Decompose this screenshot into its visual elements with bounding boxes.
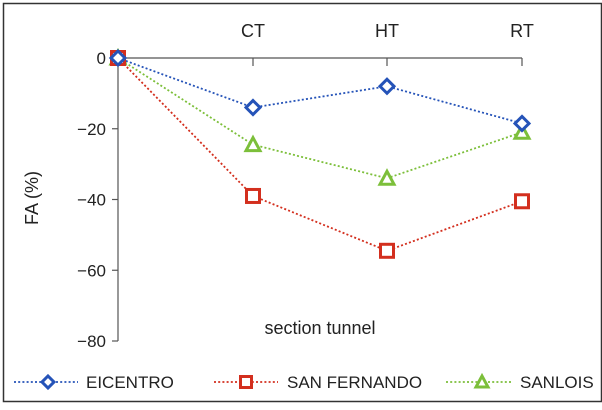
data-point-square: [514, 193, 530, 210]
y-tick-label: 0: [97, 49, 106, 68]
y-tick-label: −40: [77, 191, 106, 210]
data-point-square: [245, 187, 261, 204]
data-point-diamond: [377, 77, 397, 96]
y-axis-label: FA (%): [22, 171, 42, 225]
series-line: [117, 57, 523, 252]
data-point-diamond: [512, 114, 532, 133]
series-line: [117, 57, 523, 125]
legend-label: SANLOIS: [520, 373, 594, 392]
legend: EICENTRO SAN FERNANDO SANLOIS: [14, 372, 594, 392]
y-tick-label: −60: [77, 261, 106, 280]
x-tick-label: HT: [375, 21, 399, 41]
data-point-square: [239, 375, 253, 389]
chart-border: [2, 2, 602, 403]
y-tick-label: −20: [77, 120, 106, 139]
data-point-triangle: [473, 372, 491, 389]
x-axis-label: section tunnel: [264, 318, 375, 338]
x-tick-label: RT: [510, 21, 534, 41]
data-point-triangle: [243, 134, 263, 153]
data-point-triangle: [377, 168, 397, 186]
data-point-diamond: [243, 98, 263, 117]
x-tick-label: CT: [241, 21, 265, 41]
data-point-diamond: [108, 48, 128, 68]
legend-label: EICENTRO: [86, 373, 174, 392]
legend-label: SAN FERNANDO: [287, 373, 422, 392]
series-line: [117, 57, 523, 180]
y-tick-label: −80: [77, 332, 106, 351]
data-point-diamond: [39, 373, 57, 391]
data-point-square: [379, 242, 395, 259]
